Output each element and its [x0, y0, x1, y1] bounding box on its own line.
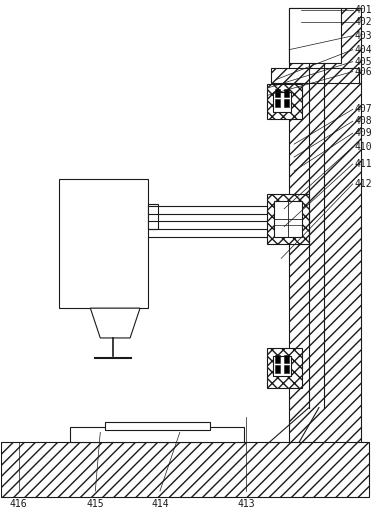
Bar	[284, 355, 289, 363]
Text: 410: 410	[355, 142, 372, 152]
Bar	[275, 365, 280, 373]
Bar	[289, 8, 361, 445]
Text: 402: 402	[355, 17, 372, 27]
Text: 416: 416	[10, 499, 28, 509]
Text: 405: 405	[355, 57, 372, 66]
Bar	[58, 179, 148, 308]
Text: 415: 415	[86, 499, 104, 509]
Bar	[284, 89, 289, 98]
Bar	[267, 348, 302, 388]
Bar	[267, 194, 309, 244]
Text: 401: 401	[355, 5, 372, 15]
Text: 404: 404	[355, 44, 372, 55]
Text: 413: 413	[238, 499, 255, 509]
Text: 412: 412	[355, 179, 372, 189]
Text: 407: 407	[355, 104, 372, 114]
Bar	[284, 100, 289, 107]
Bar	[275, 100, 280, 107]
Text: 406: 406	[355, 66, 372, 77]
Text: 411: 411	[355, 159, 372, 169]
Bar	[273, 92, 291, 112]
Bar	[105, 423, 210, 430]
Bar	[284, 365, 289, 373]
Text: 414: 414	[151, 499, 169, 509]
Polygon shape	[90, 308, 140, 338]
Bar	[275, 89, 280, 98]
Bar	[148, 204, 158, 228]
Bar	[289, 8, 341, 63]
Bar	[273, 356, 291, 376]
Text: 408: 408	[355, 117, 372, 126]
Bar	[267, 84, 302, 119]
Text: 403: 403	[355, 31, 372, 41]
Bar	[70, 427, 244, 443]
Text: 409: 409	[355, 128, 372, 138]
Bar	[1, 443, 369, 497]
Bar	[275, 355, 280, 363]
Bar	[271, 67, 359, 83]
Bar	[274, 201, 302, 237]
